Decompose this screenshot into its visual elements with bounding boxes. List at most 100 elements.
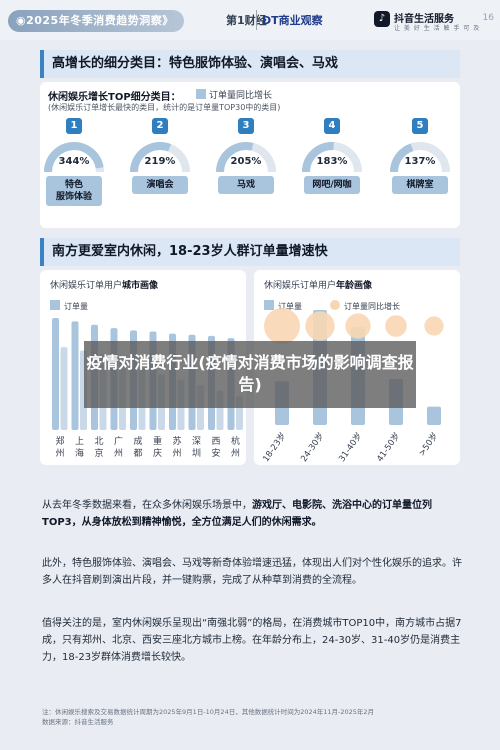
footnote-period: 注：休闲娱乐搜索及交易数据统计周期为2025年9月1日-10月24日，其他数据统… <box>42 708 375 716</box>
category-name: 马戏 <box>218 176 274 194</box>
growth-gauge <box>130 142 190 173</box>
category-name: 棋牌室 <box>392 176 448 194</box>
age-legend-bar-label: 订单量 <box>278 302 302 311</box>
gauge-fill <box>44 142 104 173</box>
city-bar-orders <box>71 321 79 430</box>
growth-gauge <box>302 142 362 173</box>
city-tick-label: 州 <box>55 448 64 459</box>
city-tick-label: 都 <box>133 448 142 459</box>
rank-badge: 3 <box>238 118 254 134</box>
article-title-overlay: 疫情对消费行业(疫情对消费市场的影响调查报告) <box>84 341 416 408</box>
growth-gauge <box>216 142 276 173</box>
tiktok-icon: ♪ <box>374 11 390 27</box>
city-tick-label: 州 <box>172 448 181 459</box>
age-growth-dot <box>385 315 407 337</box>
city-tick-label: 安 <box>211 447 220 459</box>
city-tick-label: 州 <box>231 448 240 459</box>
age-tick-label: >50岁 <box>416 430 440 458</box>
city-profile-header: 休闲娱乐订单用户城市画像 <box>50 278 158 291</box>
brand-logo-yicai: 第1财经 <box>226 14 267 27</box>
growth-category-item: 5 137% 棋牌室 <box>388 118 450 208</box>
growth-percent: 183% <box>316 156 348 167</box>
age-growth-dot <box>424 316 444 336</box>
age-tick-label: 31-40岁 <box>336 430 364 464</box>
growth-percent: 137% <box>404 156 436 167</box>
age-growth-dot <box>345 313 371 339</box>
city-tick-label: 上 <box>75 436 84 447</box>
city-header-prefix: 休闲娱乐订单用户 <box>50 281 123 291</box>
city-tick-label: 庆 <box>153 447 162 459</box>
city-tick-label: 深 <box>192 436 201 447</box>
paragraph-1-lead: 从去年冬季数据来看，在众多休闲娱乐场景中， <box>42 500 252 511</box>
city-legend-swatch <box>50 300 60 310</box>
tiktok-brand: ♪ 抖音生活服务 让 美 好 生 活 触 手 可 及 <box>374 10 489 34</box>
age-legend-dot: 订单量同比增长 <box>330 300 400 312</box>
footnote: 注：休闲娱乐搜索及交易数据统计周期为2025年9月1日-10月24日，其他数据统… <box>42 707 462 727</box>
gauge-fill <box>130 142 172 173</box>
growth-percent: 219% <box>144 156 176 167</box>
city-tick-label: 成 <box>133 435 142 447</box>
growth-legend: 订单量同比增长 <box>196 88 272 101</box>
city-tick-label: 广 <box>114 435 123 447</box>
city-tick-label: 州 <box>114 448 123 459</box>
growth-card-title: 休闲娱乐增长TOP细分类目： <box>48 92 181 103</box>
growth-category-item: 2 219% 演唱会 <box>128 118 190 208</box>
paragraph-2: 此外，特色服饰体验、演唱会、马戏等新奇体验增速迅猛，体现出人们对个性化娱乐的追求… <box>42 558 462 586</box>
city-legend-label: 订单量 <box>64 302 88 311</box>
city-tick-label: 北 <box>94 436 103 447</box>
age-growth-dot <box>305 311 335 341</box>
section-title-growth: 高增长的细分类目：特色服饰体验、演唱会、马戏 <box>40 50 460 78</box>
city-legend: 订单量 <box>50 300 88 312</box>
section-title-south: 南方更爱室内休闲，18-23岁人群订单量增速快 <box>40 238 460 266</box>
age-tick-label: 24-30岁 <box>298 430 326 464</box>
age-growth-dot <box>264 308 300 344</box>
growth-gauge <box>390 142 450 173</box>
footnote-source: 数据来源：抖音生活服务 <box>42 718 114 726</box>
category-name: 网吧/网咖 <box>304 176 360 194</box>
growth-category-item: 4 183% 网吧/网咖 <box>300 118 362 208</box>
age-legend-bar: 订单量 <box>264 300 302 312</box>
city-tick-label: 郑 <box>55 435 64 447</box>
report-title-pill: ◉2025年冬季消费趋势洞察》 <box>8 10 184 32</box>
city-header-bold: 城市画像 <box>122 281 159 291</box>
growth-categories-card: 休闲娱乐增长TOP细分类目： 订单量同比增长 (休闲娱乐订单增长最快的类目，统计… <box>40 82 460 228</box>
city-tick-label: 圳 <box>192 448 201 459</box>
paragraph-1-highlight: 游戏厅、电影院、洗浴中心的订单量位列TOP3，从身体放松到精神愉悦，全方位满足人… <box>42 500 432 528</box>
rank-badge: 1 <box>66 118 82 134</box>
gauge-fill <box>216 142 254 173</box>
category-name: 演唱会 <box>132 176 188 194</box>
city-tick-label: 苏 <box>172 435 181 447</box>
legend-swatch <box>196 89 206 99</box>
age-legend-dot-swatch <box>330 300 340 310</box>
category-name: 特色 服饰体验 <box>46 176 102 206</box>
growth-percent: 344% <box>58 156 90 167</box>
age-tick-label: 41-50岁 <box>374 430 402 464</box>
tiktok-brand-name: 抖音生活服务 <box>394 14 454 25</box>
rank-badge: 2 <box>152 118 168 134</box>
paragraph-3: 值得关注的是，室内休闲娱乐呈现出“南强北弱”的格局，在消费城市TOP10中，南方… <box>42 618 462 663</box>
city-tick-label: 西 <box>211 436 220 447</box>
growth-card-note: (休闲娱乐订单增长最快的类目，统计的是订单量TOP30中的类目) <box>48 103 281 112</box>
city-bar-orders <box>52 318 59 430</box>
age-tick-label: 18-23岁 <box>260 430 288 464</box>
growth-category-item: 3 205% 马戏 <box>214 118 276 208</box>
city-tick-label: 海 <box>75 447 84 459</box>
brand-divider <box>256 10 257 30</box>
age-header-prefix: 休闲娱乐订单用户 <box>264 281 337 291</box>
age-legend-dot-label: 订单量同比增长 <box>344 302 400 311</box>
city-tick-label: 京 <box>94 447 103 459</box>
age-legend-swatch <box>264 300 274 310</box>
top-bar: ◉2025年冬季消费趋势洞察》 第1财经 DT商业观察 ♪ 抖音生活服务 让 美… <box>0 0 500 40</box>
age-bar-orders <box>427 406 441 425</box>
rank-badge: 4 <box>324 118 340 134</box>
city-tick-label: 杭 <box>231 435 240 447</box>
gauge-fill <box>302 142 334 173</box>
brand-logo-dt: DT商业观察 <box>262 14 323 27</box>
paragraph-1: 从去年冬季数据来看，在众多休闲娱乐场景中，游戏厅、电影院、洗浴中心的订单量位列T… <box>42 497 462 531</box>
growth-gauge <box>44 142 104 173</box>
growth-percent: 205% <box>230 156 262 167</box>
tiktok-slogan: 让 美 好 生 活 触 手 可 及 <box>394 25 481 32</box>
gauge-fill <box>390 143 414 173</box>
age-profile-header: 休闲娱乐订单用户年龄画像 <box>264 278 372 291</box>
page-number: 16 <box>482 13 494 23</box>
